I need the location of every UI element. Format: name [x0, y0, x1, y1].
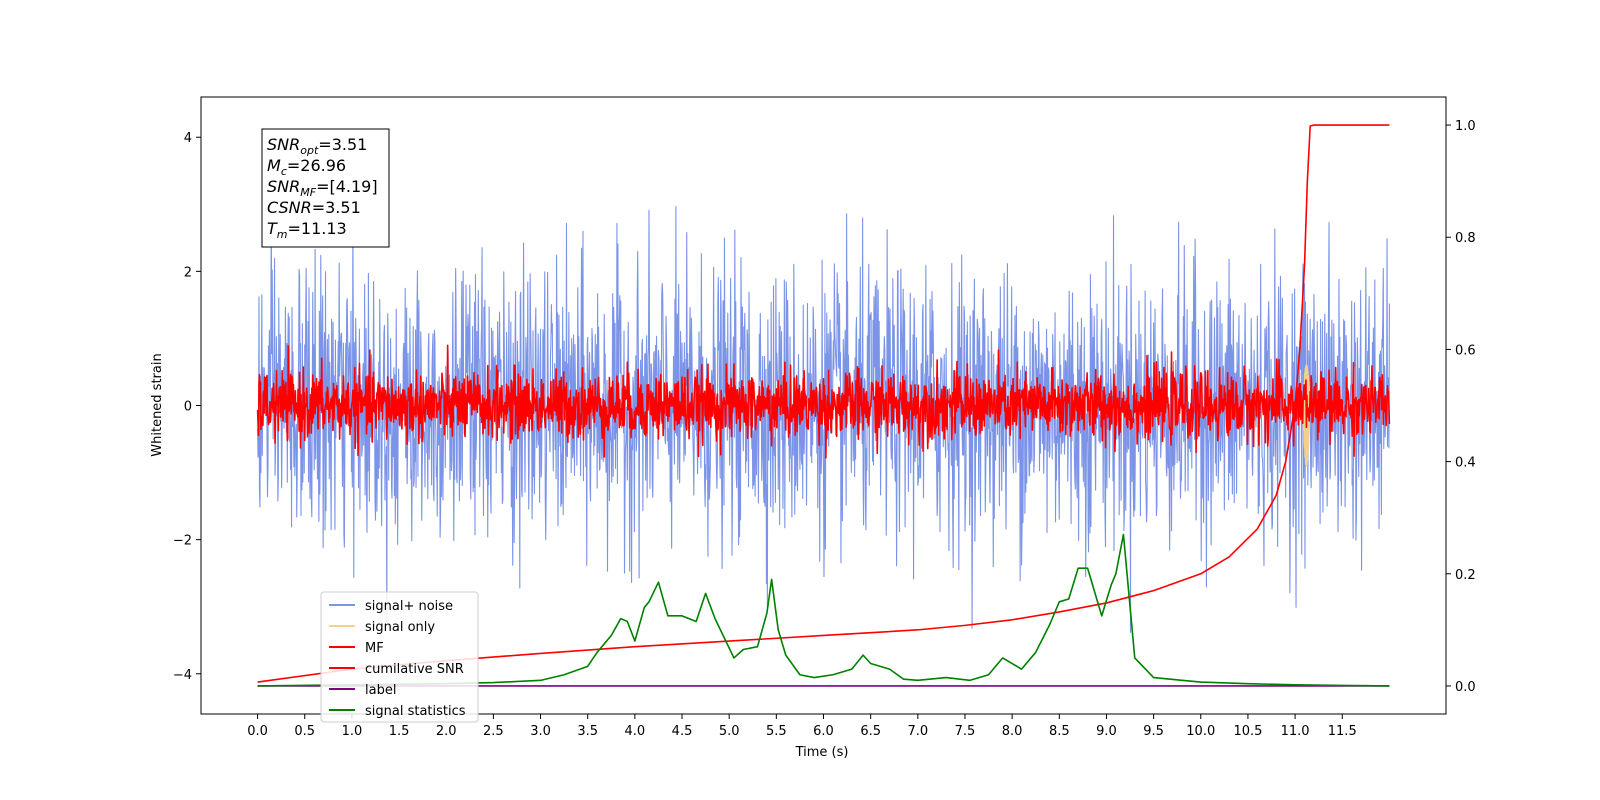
x-tick-label: 8.5 [1049, 724, 1070, 739]
series-signal-statistics [257, 533, 1390, 687]
x-tick-label: 5.0 [719, 724, 740, 739]
x-tick-label: 7.0 [907, 724, 928, 739]
stats-line: CSNR=3.51 [267, 198, 361, 217]
x-axis-label: Time (s) [795, 745, 849, 760]
legend-frame [320, 591, 479, 723]
x-tick-label: 5.5 [766, 724, 787, 739]
x-tick-label: 10.0 [1186, 724, 1215, 739]
y-right-tick-label: 0.0 [1455, 680, 1476, 695]
x-tick-label: 11.5 [1328, 724, 1357, 739]
legend-entry: signal+ noise [365, 599, 453, 614]
y-axis-label: Whitened strain [150, 353, 165, 456]
series-cumilative-snr [257, 124, 1390, 683]
legend-entry: MF [365, 641, 384, 656]
y-right-tick-label: 0.8 [1455, 231, 1476, 246]
x-tick-label: 4.5 [672, 724, 693, 739]
x-tick-label: 0.5 [294, 724, 315, 739]
x-tick-label: 7.5 [955, 724, 976, 739]
x-tick-label: 6.0 [813, 724, 834, 739]
y-left-tick-label: −4 [173, 668, 192, 683]
x-axis-ticks: 0.0 0.5 1.0 1.5 2.0 2.5 3.0 3.5 4.0 4.5 5.0 5.5 6.0 6… [247, 714, 1357, 739]
legend-entry: cumilative SNR [365, 662, 464, 677]
x-tick-label: 3.0 [530, 724, 551, 739]
x-tick-label: 8.0 [1002, 724, 1023, 739]
y-left-tick-label: −2 [173, 534, 192, 549]
legend-entry: label [365, 683, 396, 698]
x-tick-label: 4.0 [625, 724, 646, 739]
y-left-tick-label: 0 [184, 400, 192, 415]
x-tick-label: 9.5 [1143, 724, 1164, 739]
y-left-axis-ticks: −4 −2 0 2 4 [173, 131, 201, 683]
series-mf [256, 344, 1391, 459]
legend: signal+ noise signal only MF cumilative SNR… [320, 591, 479, 723]
y-left-tick-label: 2 [184, 265, 192, 280]
y-right-tick-label: 0.6 [1455, 343, 1476, 358]
x-tick-label: 10.5 [1233, 724, 1262, 739]
y-right-tick-label: 0.2 [1455, 568, 1476, 583]
stats-annotation-box: SNRopt=3.51Mc=26.96SNRMF=[4.19]CSNR=3.51… [261, 128, 390, 248]
stats-line: SNRMF=[4.19] [267, 177, 378, 199]
y-right-tick-label: 1.0 [1455, 119, 1476, 134]
x-tick-label: 1.0 [342, 724, 363, 739]
x-tick-label: 2.0 [436, 724, 457, 739]
stats-line: SNRopt=3.51 [267, 135, 367, 157]
x-tick-label: 0.0 [247, 724, 268, 739]
stats-line: Tm=11.13 [267, 219, 347, 241]
stats-line: Mc=26.96 [267, 156, 346, 178]
stats-box-frame [261, 128, 390, 248]
x-tick-label: 9.0 [1096, 724, 1117, 739]
y-left-tick-label: 4 [184, 131, 192, 146]
x-tick-label: 3.5 [577, 724, 598, 739]
series-layer [256, 124, 1391, 687]
x-tick-label: 11.0 [1281, 724, 1310, 739]
x-tick-label: 1.5 [389, 724, 410, 739]
y-right-tick-label: 0.4 [1455, 456, 1476, 471]
legend-entry: signal statistics [365, 704, 466, 719]
y-right-axis-ticks: 0.0 0.2 0.4 0.6 0.8 1.0 [1446, 119, 1476, 695]
x-tick-label: 6.5 [860, 724, 881, 739]
legend-entry: signal only [365, 620, 435, 635]
x-tick-label: 2.5 [483, 724, 504, 739]
